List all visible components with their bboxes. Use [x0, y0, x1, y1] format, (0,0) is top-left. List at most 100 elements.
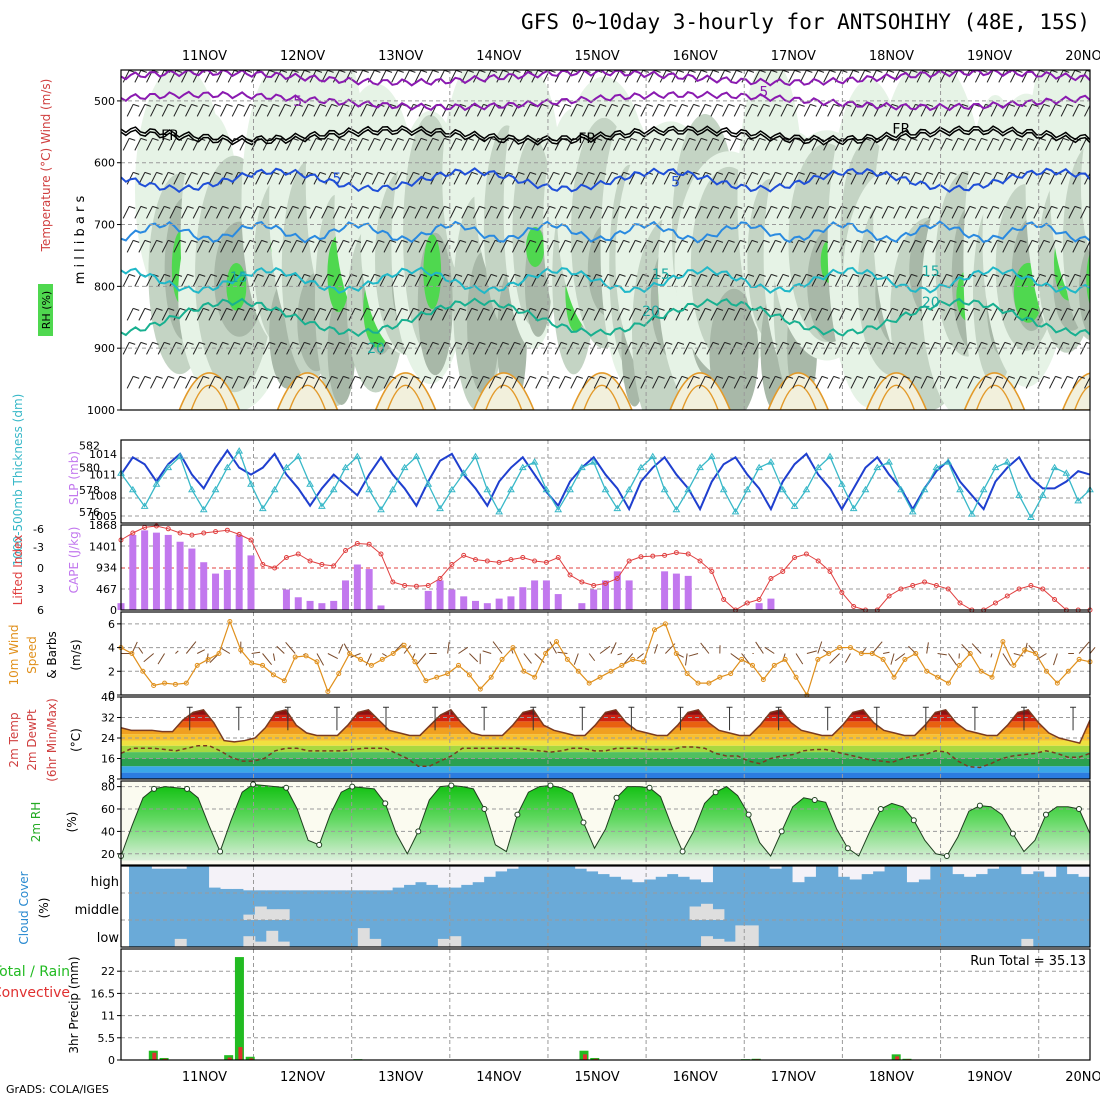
wind-barb-flag	[1062, 137, 1070, 141]
wind-barb-flag	[432, 205, 439, 209]
wind-barb-flag	[1004, 205, 1011, 209]
cloud-high-gap	[655, 866, 668, 877]
rh-point	[217, 848, 224, 855]
wind10-tick-label: 2	[108, 665, 115, 678]
wind-barb-flag	[681, 375, 689, 379]
wind-barb-flag	[666, 137, 673, 141]
wind-barb	[348, 104, 356, 117]
thickness-point	[637, 463, 645, 471]
wind-barb-flag	[996, 171, 1004, 175]
wind-barb-flag	[981, 70, 988, 73]
wind-barb	[687, 376, 695, 389]
wind-barb	[325, 240, 333, 253]
cloud-level-label: high	[91, 875, 119, 890]
wind-barb-flag	[537, 205, 544, 209]
thickness-point	[897, 485, 905, 493]
wind-barb-10m	[1078, 641, 1090, 654]
cloud-high-gap	[598, 866, 610, 875]
cloud-high-gap	[266, 866, 279, 891]
wind-speed-point	[684, 671, 690, 677]
wind-barb	[628, 104, 636, 117]
wind-barb-flag	[483, 239, 490, 243]
wind-barb-flag	[654, 205, 661, 209]
wind-barb-flag	[175, 70, 183, 73]
wind-barb-10m	[926, 642, 929, 654]
wind-barb	[823, 70, 831, 83]
wind-speed-point	[434, 674, 440, 680]
wind-barb-flag	[378, 307, 385, 311]
wind-barb-flag	[436, 307, 443, 311]
lifted-index-tick-label: 6	[37, 604, 44, 617]
wind-barb-flag	[424, 375, 432, 379]
wind-barb-flag	[619, 137, 626, 141]
pressure-tick-label: 1000	[87, 404, 115, 417]
wind-barb-flag	[144, 307, 152, 311]
wind-barb-flag	[868, 307, 875, 311]
cape-bar	[554, 594, 562, 610]
wind-barb	[764, 274, 772, 287]
wind-barb-flag	[1027, 341, 1035, 345]
wind-barb	[227, 206, 235, 219]
wind-barb-10m	[829, 653, 840, 664]
wind-barb-flag	[666, 341, 673, 345]
wind-barb-flag	[133, 103, 140, 107]
wind-barb-flag	[864, 70, 871, 73]
wind-barb-flag	[911, 137, 918, 141]
wind-barb	[757, 240, 765, 253]
wind-barb	[122, 274, 130, 287]
wind-barb	[803, 376, 811, 389]
temp-band	[121, 727, 1090, 735]
wind-barb	[406, 104, 414, 117]
wind-barb-flag	[525, 70, 533, 73]
wind-barb-flag	[576, 171, 583, 175]
wind-speed-point	[379, 656, 385, 662]
wind-barb	[582, 104, 589, 117]
thickness-tick-label: 582	[79, 440, 100, 453]
wind-barb	[858, 274, 866, 287]
wind-barb-flag	[164, 273, 171, 277]
bottom-day-label: 15NOV	[574, 1070, 619, 1085]
wind-barb	[500, 240, 508, 253]
cloud-high-gap	[575, 866, 588, 869]
cloud-high-gap	[449, 866, 462, 888]
wind-barb	[547, 376, 554, 389]
wind-barb-flag	[1055, 239, 1062, 243]
wind-barb-flag	[926, 239, 934, 243]
wind-barb	[967, 376, 975, 389]
wind-barb	[659, 138, 667, 151]
thickness-point	[140, 502, 149, 509]
wind-barb-flag	[747, 70, 755, 73]
wind-speed-point	[651, 627, 657, 633]
wind-speed-point	[945, 680, 951, 686]
wind-barb-10m	[350, 653, 361, 658]
wind-barb	[1080, 206, 1087, 219]
wind-barb	[360, 376, 368, 389]
wind-barb-flag	[374, 273, 381, 277]
wind-barb-flag	[887, 205, 895, 209]
rh-axis-label-2: (%)	[65, 812, 79, 833]
wind-barb	[243, 308, 251, 321]
wind-barb-flag	[549, 273, 556, 277]
wind-barb	[757, 308, 765, 321]
contour-label: FR	[161, 128, 179, 144]
wind-barb	[496, 138, 504, 151]
cloud-fraction-bar	[266, 909, 279, 920]
wind-barb-10m	[482, 650, 492, 654]
wind-barb-flag	[693, 375, 700, 379]
wind-barb-flag	[1062, 205, 1070, 209]
wind-barb-flag	[214, 375, 222, 379]
wind-barb	[683, 138, 691, 151]
wind-barb	[652, 376, 659, 389]
wind-barb-flag	[304, 273, 311, 277]
wind-speed-point	[368, 662, 374, 668]
wind-barb	[601, 70, 609, 83]
wind-barb	[605, 240, 613, 253]
thickness-point	[979, 485, 988, 493]
wind-barb-10m	[447, 641, 450, 654]
wind-barb-flag	[502, 205, 509, 209]
wind-barb-flag	[1074, 70, 1081, 73]
wind-barb-flag	[996, 239, 1004, 243]
wind-barb	[955, 240, 963, 253]
wind-barb	[951, 206, 959, 219]
wind-barb	[928, 342, 936, 355]
